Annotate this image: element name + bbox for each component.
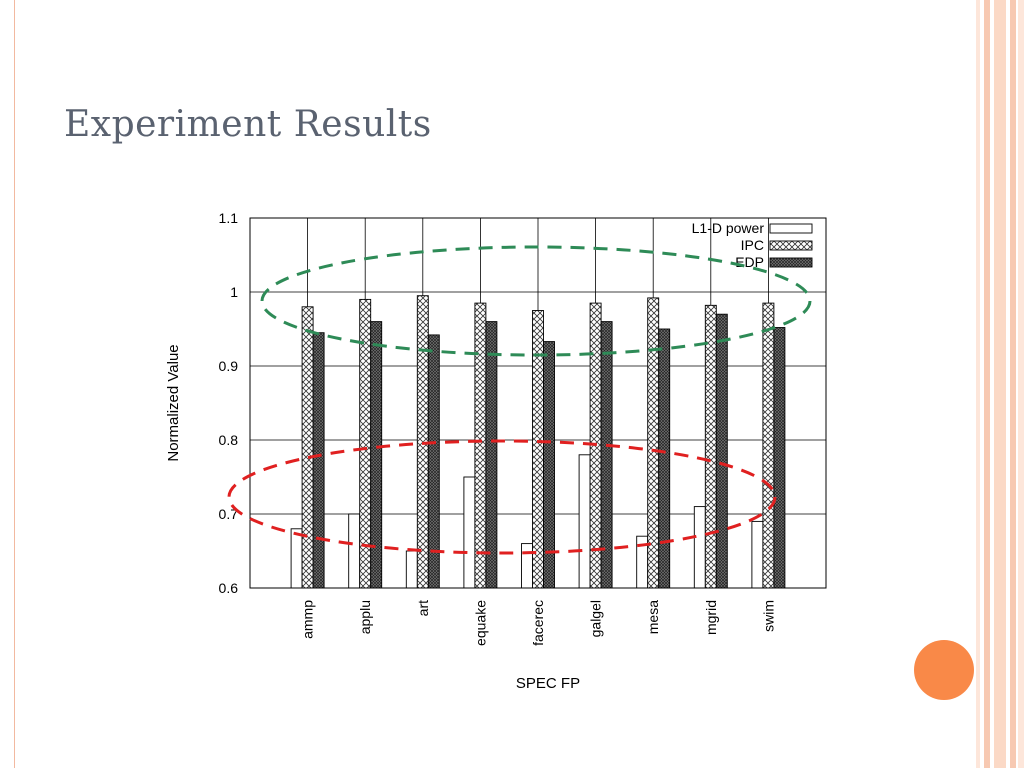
y-axis-label: Normalized Value <box>165 344 182 461</box>
highlight-ellipse <box>260 245 812 357</box>
highlight-ellipse <box>227 439 777 555</box>
power-bar <box>348 513 361 589</box>
edp-bar <box>773 327 786 589</box>
border-stripe <box>994 0 1006 768</box>
y-tick-label: 0.7 <box>219 506 239 522</box>
slide-title: Experiment Results <box>64 104 432 145</box>
x-tick-label: ammp <box>300 600 316 639</box>
x-tick-label: swim <box>760 600 776 632</box>
ipc-bar <box>474 302 487 589</box>
chart-svg: 0.6 0.7 0.8 0.9 1 1.1 ammp applu art equake facere… <box>165 210 827 692</box>
bar-chart: 0.6 0.7 0.8 0.9 1 1.1 ammp applu art equake facere… <box>150 205 840 705</box>
legend-label: EDP <box>735 254 764 270</box>
border-stripe <box>984 0 990 768</box>
border-stripe <box>1010 0 1016 768</box>
ipc-bar <box>532 310 544 589</box>
annotations <box>227 245 812 555</box>
edp-bar <box>312 332 325 589</box>
x-tick-label: facerec <box>530 600 546 646</box>
y-tick-label: 1.1 <box>219 210 239 226</box>
border-stripe <box>976 0 980 768</box>
legend-swatch <box>769 240 813 251</box>
power-bar <box>290 528 303 589</box>
ipc-bar <box>704 304 717 589</box>
x-tick-label: equake <box>472 600 488 646</box>
x-tick-label: mesa <box>645 600 661 634</box>
power-bar <box>751 520 764 589</box>
bars <box>290 295 786 589</box>
edp-bar <box>658 328 671 589</box>
legend-swatch <box>769 257 813 268</box>
y-tick-label: 0.9 <box>219 358 239 374</box>
power-bar <box>463 476 476 589</box>
power-bar <box>521 543 533 589</box>
y-tick-label: 0.8 <box>219 432 239 448</box>
axis-ticks: 0.6 0.7 0.8 0.9 1 1.1 ammp applu art equake facere… <box>219 210 777 646</box>
y-tick-label: 0.6 <box>219 580 239 596</box>
decorative-circle <box>914 640 974 700</box>
x-tick-label: mgrid <box>703 600 719 635</box>
slide-left-border <box>0 0 15 768</box>
border-stripe <box>1018 0 1024 768</box>
ipc-bar <box>762 302 775 589</box>
legend-label: L1-D power <box>692 220 765 236</box>
plot-frame <box>249 217 827 589</box>
slide-right-border <box>976 0 1024 768</box>
legend-label: IPC <box>741 237 764 253</box>
x-tick-label: applu <box>357 600 373 634</box>
x-axis-label: SPEC FP <box>516 675 580 692</box>
legend-swatch <box>769 223 813 234</box>
edp-bar <box>370 321 383 589</box>
y-tick-label: 1 <box>230 284 238 300</box>
edp-bar <box>715 313 728 589</box>
power-bar <box>578 454 591 589</box>
x-tick-label: galgel <box>588 600 604 637</box>
x-tick-label: art <box>415 600 431 616</box>
ipc-bar <box>301 306 314 589</box>
edp-bar <box>485 321 498 589</box>
power-bar <box>405 550 418 589</box>
power-bar <box>693 506 706 589</box>
